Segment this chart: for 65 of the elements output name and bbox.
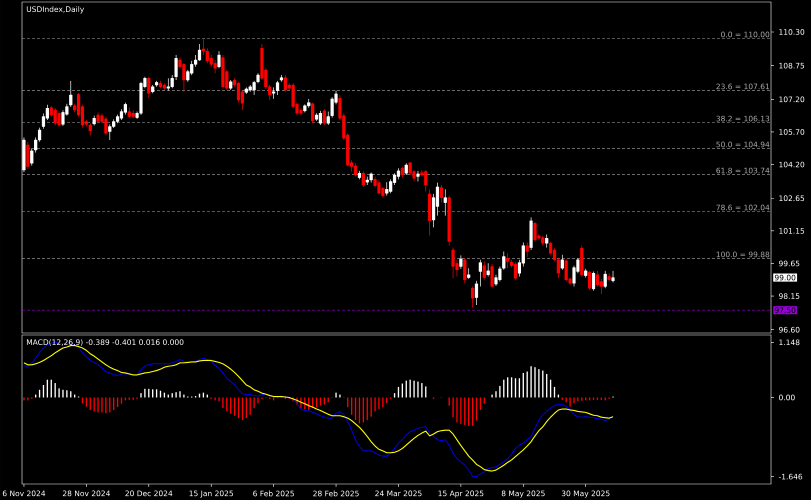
candlestick bbox=[30, 148, 34, 166]
candlestick bbox=[514, 262, 518, 280]
candlestick bbox=[533, 222, 537, 242]
candlestick bbox=[326, 111, 330, 126]
candlestick bbox=[444, 188, 447, 216]
candlestick bbox=[463, 258, 466, 284]
candlestick bbox=[170, 74, 174, 89]
candlestick bbox=[217, 50, 221, 69]
candlestick bbox=[474, 280, 478, 306]
candlestick bbox=[592, 271, 596, 291]
candlestick bbox=[440, 184, 443, 203]
candlestick bbox=[213, 60, 217, 74]
candlestick bbox=[128, 107, 131, 119]
candlestick bbox=[541, 235, 544, 246]
candlestick bbox=[174, 54, 178, 80]
candlestick bbox=[108, 124, 112, 140]
candlestick bbox=[424, 170, 428, 192]
candlestick bbox=[400, 166, 404, 178]
candlestick bbox=[506, 252, 510, 269]
candlestick bbox=[451, 247, 455, 279]
candlestick bbox=[490, 264, 494, 288]
candlestick bbox=[311, 102, 314, 124]
candlestick bbox=[588, 270, 592, 290]
candlestick bbox=[470, 286, 474, 308]
candlestick bbox=[276, 80, 280, 96]
candlestick bbox=[318, 110, 322, 126]
candlestick bbox=[370, 172, 373, 183]
candlestick bbox=[104, 116, 108, 136]
candlestick bbox=[545, 234, 548, 248]
candlestick bbox=[502, 251, 506, 270]
candlestick bbox=[396, 168, 400, 180]
candlestick bbox=[611, 270, 615, 283]
candlestick bbox=[486, 262, 490, 277]
candlestick bbox=[229, 80, 232, 90]
candlestick bbox=[478, 259, 482, 287]
candlestick bbox=[147, 76, 150, 99]
candlestick bbox=[96, 112, 100, 124]
candlestick bbox=[284, 74, 287, 92]
candlestick bbox=[560, 254, 564, 270]
candlestick bbox=[526, 242, 529, 258]
candlestick bbox=[482, 261, 486, 280]
candlestick bbox=[166, 78, 170, 92]
candlestick bbox=[236, 81, 240, 103]
candlestick bbox=[69, 80, 72, 108]
candlestick bbox=[604, 270, 607, 289]
candlestick bbox=[54, 108, 57, 126]
candlestick bbox=[385, 182, 388, 196]
candlestick bbox=[198, 44, 202, 62]
candlestick bbox=[57, 110, 61, 127]
candlestick bbox=[92, 115, 96, 126]
candlestick bbox=[564, 258, 568, 282]
candlestick bbox=[61, 110, 65, 126]
candlestick bbox=[26, 141, 30, 170]
candlestick bbox=[210, 54, 213, 68]
candlestick bbox=[377, 180, 381, 194]
candlestick bbox=[404, 162, 408, 176]
candlestick bbox=[459, 255, 462, 270]
candlestick bbox=[88, 122, 92, 136]
candlestick bbox=[498, 266, 502, 282]
candlestick bbox=[416, 170, 420, 182]
candlestick bbox=[354, 162, 358, 177]
candlestick bbox=[322, 108, 326, 126]
candlestick bbox=[362, 171, 365, 188]
candlestick bbox=[596, 270, 600, 287]
candlestick bbox=[467, 268, 470, 280]
